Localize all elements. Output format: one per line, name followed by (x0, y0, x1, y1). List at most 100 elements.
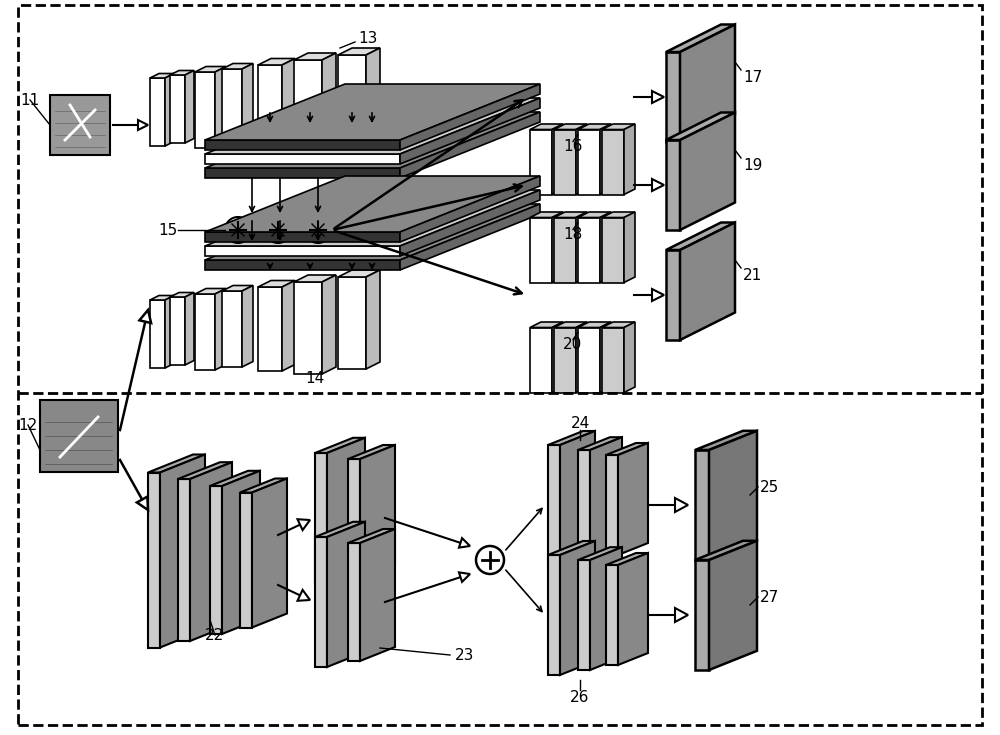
Polygon shape (222, 69, 242, 145)
Text: 16: 16 (563, 139, 583, 154)
Polygon shape (400, 190, 540, 256)
Polygon shape (205, 168, 400, 178)
Polygon shape (195, 289, 226, 294)
Polygon shape (205, 246, 400, 256)
Polygon shape (138, 120, 148, 130)
Polygon shape (282, 281, 295, 371)
Polygon shape (297, 519, 310, 530)
Polygon shape (578, 547, 622, 560)
Polygon shape (400, 84, 540, 150)
Polygon shape (165, 295, 174, 368)
Text: 11: 11 (20, 93, 40, 107)
Polygon shape (530, 129, 552, 195)
Text: 24: 24 (570, 415, 590, 431)
Polygon shape (242, 285, 253, 367)
Polygon shape (695, 431, 757, 450)
Text: 21: 21 (743, 268, 762, 282)
Polygon shape (554, 124, 587, 129)
Polygon shape (666, 24, 735, 52)
Polygon shape (315, 438, 365, 453)
Polygon shape (252, 478, 287, 628)
Polygon shape (680, 223, 735, 340)
Polygon shape (578, 437, 622, 450)
Polygon shape (602, 218, 624, 282)
Polygon shape (170, 71, 194, 75)
Text: 22: 22 (205, 628, 225, 642)
Polygon shape (709, 431, 757, 560)
Polygon shape (548, 445, 560, 565)
Text: 27: 27 (760, 589, 779, 604)
Polygon shape (652, 289, 664, 301)
Polygon shape (222, 471, 260, 634)
Polygon shape (195, 294, 215, 370)
Polygon shape (170, 297, 185, 365)
Polygon shape (578, 560, 590, 670)
Polygon shape (215, 66, 226, 148)
Polygon shape (606, 565, 618, 665)
Polygon shape (148, 454, 205, 473)
Polygon shape (554, 129, 576, 195)
Polygon shape (560, 541, 595, 675)
Polygon shape (554, 218, 576, 282)
Polygon shape (165, 74, 174, 146)
Polygon shape (530, 328, 552, 392)
Polygon shape (590, 547, 622, 670)
Polygon shape (366, 270, 380, 369)
Polygon shape (554, 212, 587, 218)
Polygon shape (190, 462, 232, 641)
Polygon shape (606, 553, 648, 565)
Polygon shape (624, 212, 635, 282)
Polygon shape (322, 275, 336, 374)
Polygon shape (348, 459, 360, 577)
Polygon shape (578, 450, 590, 560)
Polygon shape (548, 541, 595, 555)
Polygon shape (590, 437, 622, 560)
Polygon shape (666, 140, 680, 230)
Polygon shape (282, 59, 295, 149)
Polygon shape (205, 84, 540, 140)
Polygon shape (618, 443, 648, 555)
Polygon shape (222, 291, 242, 367)
Polygon shape (602, 322, 635, 328)
Polygon shape (327, 522, 365, 667)
Polygon shape (258, 59, 295, 65)
Polygon shape (578, 124, 611, 129)
Polygon shape (400, 204, 540, 270)
Polygon shape (150, 74, 174, 78)
Polygon shape (348, 445, 395, 459)
Polygon shape (360, 445, 395, 577)
Polygon shape (150, 300, 165, 368)
Polygon shape (338, 55, 366, 147)
Polygon shape (148, 473, 160, 648)
Polygon shape (327, 438, 365, 583)
Polygon shape (606, 443, 648, 455)
Polygon shape (195, 72, 215, 148)
Polygon shape (258, 65, 282, 149)
Circle shape (225, 217, 251, 243)
Polygon shape (139, 310, 151, 323)
Circle shape (476, 546, 504, 574)
Polygon shape (366, 48, 380, 147)
Polygon shape (578, 129, 600, 195)
Polygon shape (554, 322, 587, 328)
Bar (252, 223, 264, 237)
Polygon shape (602, 129, 624, 195)
Polygon shape (652, 91, 664, 103)
Polygon shape (242, 63, 253, 145)
Polygon shape (222, 63, 253, 69)
Polygon shape (600, 124, 611, 195)
Polygon shape (258, 281, 295, 287)
Polygon shape (205, 176, 540, 232)
Text: 19: 19 (743, 157, 762, 173)
Polygon shape (294, 53, 336, 60)
Polygon shape (400, 98, 540, 164)
Polygon shape (315, 453, 327, 583)
Polygon shape (400, 176, 540, 242)
Polygon shape (576, 322, 587, 392)
Polygon shape (170, 75, 185, 143)
Polygon shape (624, 124, 635, 195)
Polygon shape (675, 498, 688, 512)
Polygon shape (215, 289, 226, 370)
Polygon shape (178, 462, 232, 479)
Polygon shape (348, 529, 395, 543)
